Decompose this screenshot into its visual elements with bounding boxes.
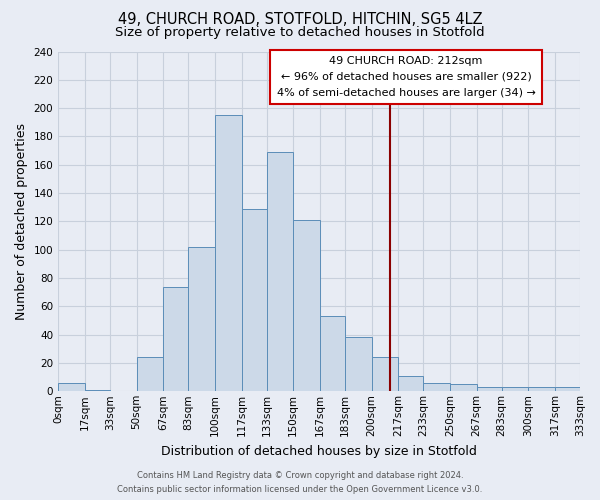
Text: 49, CHURCH ROAD, STOTFOLD, HITCHIN, SG5 4LZ: 49, CHURCH ROAD, STOTFOLD, HITCHIN, SG5 … <box>118 12 482 28</box>
Bar <box>137 358 163 392</box>
Bar <box>85 390 110 392</box>
Bar <box>163 286 188 392</box>
Text: Size of property relative to detached houses in Stotfold: Size of property relative to detached ho… <box>115 26 485 39</box>
Text: 49 CHURCH ROAD: 212sqm
← 96% of detached houses are smaller (922)
4% of semi-det: 49 CHURCH ROAD: 212sqm ← 96% of detached… <box>277 56 535 98</box>
Bar <box>450 384 476 392</box>
Bar <box>58 383 85 392</box>
Bar <box>215 115 242 392</box>
X-axis label: Distribution of detached houses by size in Stotfold: Distribution of detached houses by size … <box>161 444 477 458</box>
Bar <box>398 376 423 392</box>
Bar <box>423 383 450 392</box>
Y-axis label: Number of detached properties: Number of detached properties <box>15 123 28 320</box>
Bar <box>528 387 555 392</box>
Bar <box>555 387 580 392</box>
Text: Contains HM Land Registry data © Crown copyright and database right 2024.
Contai: Contains HM Land Registry data © Crown c… <box>118 472 482 494</box>
Bar <box>371 358 398 392</box>
Bar <box>293 220 320 392</box>
Bar <box>320 316 345 392</box>
Bar <box>476 387 502 392</box>
Bar <box>502 387 528 392</box>
Bar <box>188 247 215 392</box>
Bar <box>345 338 371 392</box>
Bar <box>266 152 293 392</box>
Bar <box>242 208 266 392</box>
